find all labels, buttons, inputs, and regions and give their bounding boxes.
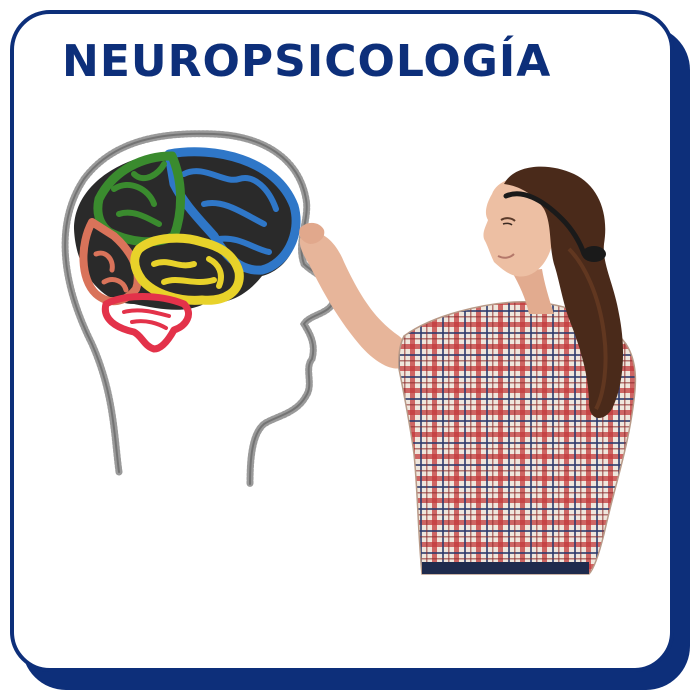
frontal-lobe (164, 147, 301, 275)
illustration (61, 130, 637, 575)
temporal-lobe (130, 233, 244, 305)
raised-arm (299, 231, 410, 369)
cerebellum (101, 293, 192, 353)
card: NEUROPSICOLOGÍA (10, 10, 674, 672)
plaid-shirt (398, 301, 636, 574)
card-title: NEUROPSICOLOGÍA (62, 36, 552, 87)
hair (504, 166, 624, 419)
face (483, 177, 555, 277)
woman-figure (299, 166, 637, 575)
